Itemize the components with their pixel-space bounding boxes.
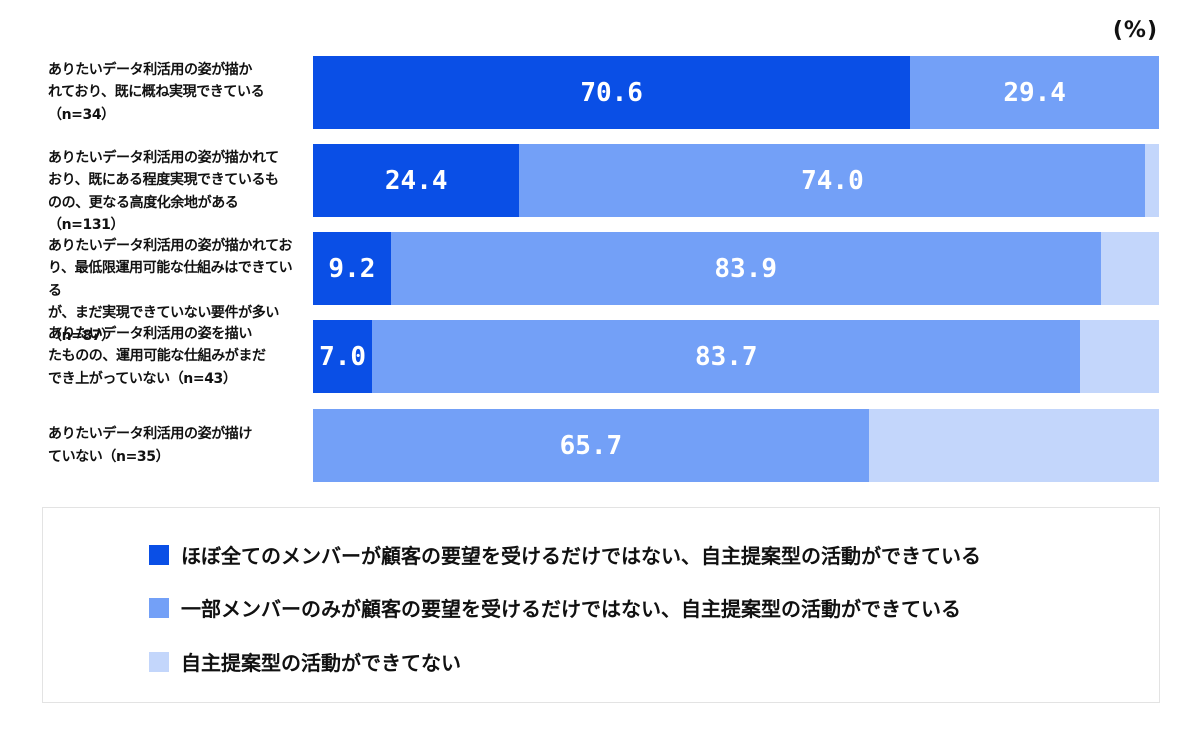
bar-segment: 83.7 (372, 320, 1081, 393)
bar-segment (1080, 320, 1159, 393)
legend-item-not-able: 自主提案型の活動ができてない (149, 647, 461, 676)
bar-row: 70.6 29.4 (313, 56, 1159, 129)
legend-item-all-members: ほぼ全てのメンバーが顧客の要望を受けるだけではない、自主提案型の活動ができている (149, 540, 981, 569)
data-label: 74.0 (801, 165, 864, 196)
bar-segment: 70.6 (313, 56, 911, 129)
category-label: ありたいデータ利活用の姿が描け ていない（n=35） (48, 426, 252, 465)
bar-segment: 29.4 (910, 56, 1159, 129)
bar-row: 7.0 83.7 (313, 320, 1159, 393)
bar-row: 65.7 (313, 409, 1159, 482)
data-label: 70.6 (580, 77, 643, 108)
legend: ほぼ全てのメンバーが顧客の要望を受けるだけではない、自主提案型の活動ができている… (42, 507, 1160, 703)
data-label: 9.2 (328, 253, 376, 284)
category-label: ありたいデータ利活用の姿が描かれて おり、既にある程度実現できているも のの、更… (48, 149, 279, 234)
data-label: 29.4 (1003, 77, 1066, 108)
bar-segment: 83.9 (390, 232, 1101, 305)
data-label: 83.9 (714, 253, 778, 284)
legend-label-not-able: 自主提案型の活動ができてない (181, 651, 461, 675)
legend-swatch-all-members (149, 544, 169, 565)
legend-label-some-members: 一部メンバーのみが顧客の要望を受けるだけではない、自主提案型の活動ができている (181, 597, 961, 621)
bar-segment (1100, 232, 1159, 305)
bar-segment: 9.2 (313, 232, 391, 305)
legend-item-some-members: 一部メンバーのみが顧客の要望を受けるだけではない、自主提案型の活動ができている (149, 593, 961, 622)
data-label: 65.7 (559, 430, 623, 461)
legend-label-all-members: ほぼ全てのメンバーが顧客の要望を受けるだけではない、自主提案型の活動ができている (181, 544, 981, 568)
bar-segment: 65.7 (313, 409, 869, 482)
bar-row: 9.2 83.9 (313, 232, 1159, 305)
bar-segment: 74.0 (519, 144, 1146, 217)
category-label: ありたいデータ利活用の姿を描い たものの、運用可能な仕組みがまだ でき上がってい… (48, 325, 266, 387)
legend-swatch-some-members (149, 597, 169, 618)
data-label: 7.0 (319, 341, 367, 372)
bar-segment: 7.0 (313, 320, 373, 393)
data-label: 83.7 (694, 341, 758, 372)
bar-segment (1145, 144, 1159, 217)
legend-swatch-not-able (149, 651, 169, 672)
bar-row: 24.4 74.0 (313, 144, 1159, 217)
unit-label: (%) (1112, 18, 1158, 43)
category-label: ありたいデータ利活用の姿が描か れており、既に概ね実現できている （n=34） (48, 61, 265, 123)
stacked-bar-chart: (%) ありたいデータ利活用の姿が描か れており、既に概ね実現できている （n=… (48, 18, 1159, 482)
bar-segment (868, 409, 1159, 482)
category-label: ありたいデータ利活用の姿が描かれてお り、最低限運用可能な仕組みはできている が… (48, 237, 293, 344)
bar-segment: 24.4 (313, 144, 520, 217)
data-label: 24.4 (384, 165, 448, 196)
